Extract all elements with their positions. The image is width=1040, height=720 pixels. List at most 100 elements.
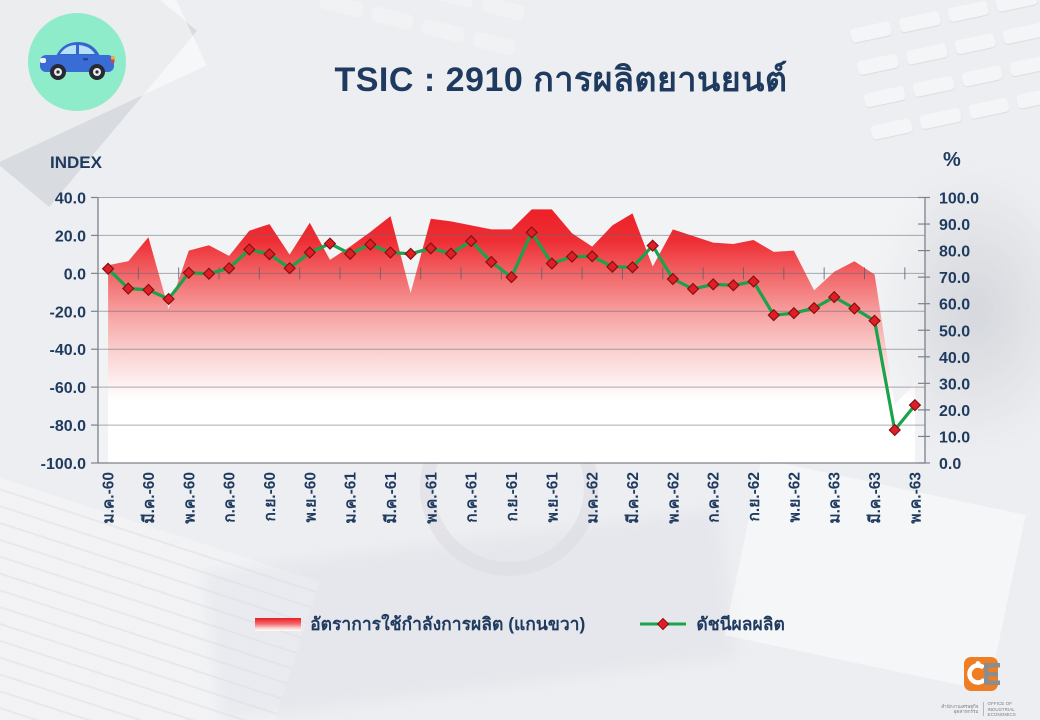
- legend-label-utilization: อัตราการใช้กำลังการผลิต (แกนขวา): [310, 614, 586, 634]
- x-axis-tick-label: ก.ค.-62: [706, 472, 723, 523]
- oie-logo-english-text: OFFICE OF INDUSTRIAL ECONOMICS: [987, 700, 1016, 718]
- line-swatch: [640, 617, 687, 631]
- left-axis-tick-label: -100.0: [41, 456, 86, 473]
- data-point-marker: [565, 250, 579, 263]
- x-axis-tick-label: ม.ค.-62: [585, 472, 602, 524]
- data-point-marker: [444, 247, 458, 260]
- x-axis-tick-label: พ.ค.-60: [181, 472, 198, 524]
- right-axis-tick-label: 20.0: [939, 403, 970, 420]
- data-point-marker: [142, 283, 155, 297]
- data-point-marker: [202, 267, 216, 280]
- x-axis-tick-label: มี.ค.-60: [140, 472, 158, 524]
- right-axis-tick-label: 40.0: [939, 350, 970, 367]
- data-point-marker: [122, 282, 135, 295]
- oie-logo: สำนักงานเศรษฐกิจอุตสาหกรรม OFFICE OF IND…: [932, 655, 1034, 718]
- data-point-marker: [646, 239, 659, 252]
- chart-legend: อัตราการใช้กำลังการผลิต (แกนขวา) ดัชนีผล…: [0, 610, 1040, 638]
- oie-logo-mark: [964, 656, 1000, 691]
- x-axis-tick-label: ก.ค.-61: [464, 472, 481, 523]
- x-axis-tick-label: พ.ค.-62: [665, 472, 682, 524]
- oie-logo-thai-text: สำนักงานเศรษฐกิจอุตสาหกรรม: [941, 703, 979, 715]
- left-axis-tick-label: 20.0: [55, 228, 86, 245]
- divider: [982, 702, 984, 717]
- data-point-marker: [525, 226, 538, 239]
- data-point-marker: [323, 237, 337, 250]
- data-point-marker: [404, 247, 417, 261]
- x-axis-tick-label: ม.ค.-63: [827, 472, 844, 524]
- left-axis-tick-label: 0.0: [64, 266, 86, 283]
- right-axis-tick-label: 0.0: [939, 456, 961, 473]
- right-axis-tick-label: 90.0: [939, 217, 970, 234]
- data-point-marker: [283, 261, 296, 275]
- left-axis-tick-label: -40.0: [50, 342, 87, 359]
- data-point-marker: [182, 266, 196, 280]
- right-axis-tick-label: 50.0: [939, 323, 970, 340]
- data-point-marker: [908, 398, 922, 412]
- x-axis-tick-label: ก.ย.-62: [746, 472, 763, 521]
- data-point-marker: [384, 246, 397, 259]
- data-point-marker: [485, 255, 498, 269]
- utilization-area-series: [108, 209, 915, 463]
- data-point-marker: [787, 306, 801, 320]
- data-point-marker: [222, 261, 236, 275]
- x-axis-tick-label: ก.ย.-61: [504, 472, 521, 522]
- right-axis-tick-label: 10.0: [939, 429, 970, 446]
- data-point-marker: [364, 238, 377, 251]
- data-point-marker: [263, 247, 276, 261]
- x-axis-tick-label: พ.ค.-61: [423, 472, 440, 524]
- data-point-marker: [343, 247, 357, 261]
- data-point-marker: [706, 278, 720, 291]
- data-point-marker: [767, 308, 780, 322]
- car-icon: [28, 13, 126, 111]
- x-axis-tick-label: ม.ค.-60: [101, 472, 118, 524]
- data-point-marker: [727, 279, 740, 292]
- data-point-marker: [303, 246, 317, 259]
- data-point-marker: [848, 302, 861, 315]
- data-point-marker: [505, 270, 518, 284]
- x-axis-tick-label: มี.ค.-61: [382, 472, 400, 524]
- left-axis-tick-label: 40.0: [55, 191, 86, 208]
- data-point-marker: [243, 243, 256, 256]
- data-point-marker: [101, 262, 115, 276]
- legend-item-utilization: อัตราการใช้กำลังการผลิต (แกนขวา): [255, 610, 585, 638]
- data-point-marker: [827, 290, 841, 304]
- x-axis-tick-label: พ.ย.-61: [544, 472, 561, 523]
- x-axis-tick-label: พ.ย.-60: [302, 472, 319, 522]
- data-point-marker: [747, 275, 760, 288]
- legend-item-production-index: ดัชนีผลผลิต: [639, 610, 785, 638]
- data-point-marker: [464, 234, 478, 248]
- data-point-marker: [606, 260, 619, 273]
- data-point-marker: [162, 292, 175, 306]
- page-title: TSIC : 2910 การผลิตยานยนต์: [334, 61, 788, 99]
- left-axis-tick-label: -60.0: [50, 380, 87, 397]
- x-axis-tick-label: ก.ย.-60: [262, 472, 279, 521]
- data-point-marker: [807, 301, 821, 315]
- area-swatch: [255, 617, 302, 631]
- x-axis-tick-label: พ.ย.-62: [786, 472, 803, 522]
- x-axis-tick-label: พ.ค.-63: [907, 472, 924, 524]
- x-axis-tick-label: มี.ค.-63: [866, 472, 884, 524]
- right-axis-tick-label: 70.0: [939, 270, 970, 287]
- data-point-marker: [686, 282, 700, 296]
- x-axis-tick-label: มี.ค.-62: [624, 472, 642, 524]
- data-point-marker: [545, 257, 559, 270]
- right-axis-tick-label: 30.0: [939, 376, 970, 393]
- right-axis-tick-label: 100.0: [939, 191, 979, 208]
- data-point-marker: [585, 250, 599, 263]
- x-axis-tick-label: ม.ค.-61: [343, 472, 360, 524]
- data-point-marker: [888, 423, 901, 437]
- data-point-marker: [868, 314, 881, 328]
- x-axis-tick-label: ก.ค.-60: [222, 472, 239, 523]
- data-point-marker: [666, 272, 680, 286]
- left-axis-unit-label: INDEX: [50, 153, 102, 172]
- right-axis-tick-label: 60.0: [939, 297, 970, 314]
- legend-label-production-index: ดัชนีผลผลิต: [696, 614, 785, 634]
- data-point-marker: [424, 242, 438, 255]
- car-icon-badge: [27, 12, 127, 112]
- data-point-marker: [626, 261, 639, 274]
- left-axis-tick-label: -20.0: [50, 304, 87, 321]
- oie-logo-caption: สำนักงานเศรษฐกิจอุตสาหกรรม OFFICE OF IND…: [932, 701, 1034, 718]
- left-axis-tick-label: -80.0: [50, 418, 87, 435]
